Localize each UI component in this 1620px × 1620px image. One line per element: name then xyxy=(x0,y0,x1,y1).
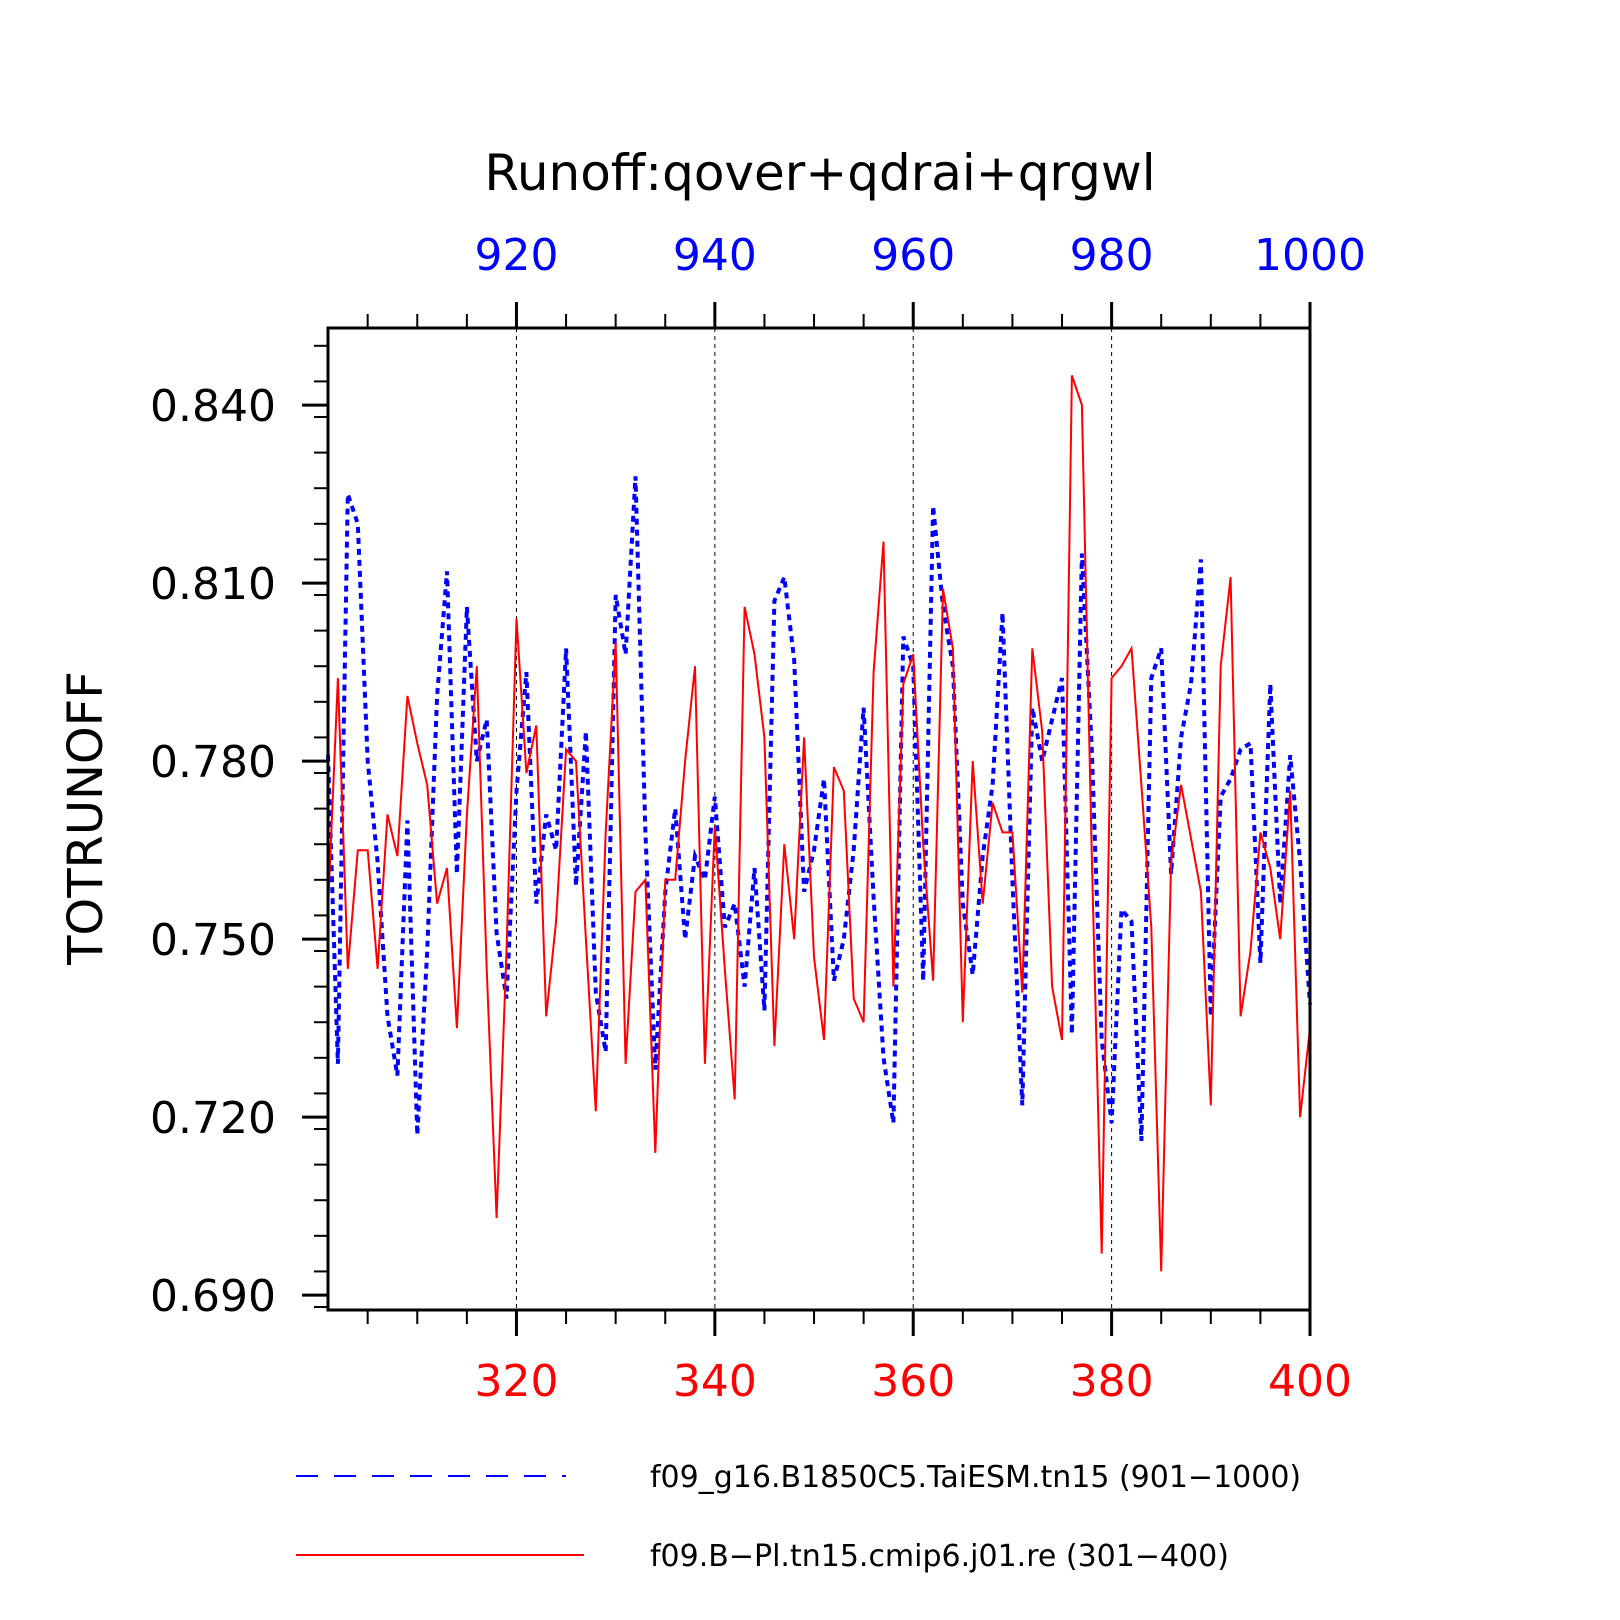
series-layer xyxy=(326,375,1312,1272)
y-tick-label: 0.690 xyxy=(150,1271,276,1322)
series-line-1 xyxy=(326,476,1312,1141)
x-bottom-tick-label: 340 xyxy=(673,1356,757,1407)
y-axis-ticks: 0.690 0.720 0.750 0.780 0.810 0.840 xyxy=(150,344,328,1322)
y-tick-label: 0.750 xyxy=(150,915,276,966)
legend: f09_g16.B1850C5.TaiESM.tn15 (901−1000) f… xyxy=(296,1460,1301,1574)
legend-label-series-1: f09_g16.B1850C5.TaiESM.tn15 (901−1000) xyxy=(650,1460,1301,1495)
x-axis-top-ticks: 920 940 960 980 1000 xyxy=(366,230,1366,328)
x-top-tick-label: 1000 xyxy=(1254,230,1366,281)
x-top-tick-label: 940 xyxy=(673,230,757,281)
x-bottom-tick-label: 380 xyxy=(1070,1356,1154,1407)
vertical-grid xyxy=(515,328,1113,1310)
y-tick-label: 0.810 xyxy=(150,559,276,610)
x-top-tick-label: 960 xyxy=(871,230,955,281)
y-axis-label: TOTRUNOFF xyxy=(58,671,114,966)
y-tick-label: 0.720 xyxy=(150,1093,276,1144)
x-top-tick-label: 920 xyxy=(474,230,558,281)
chart-title: Runoff:qover+qdrai+qrgwl xyxy=(484,144,1155,202)
x-bottom-tick-label: 320 xyxy=(474,1356,558,1407)
y-tick-label: 0.780 xyxy=(150,737,276,788)
legend-label-series-2: f09.B−Pl.tn15.cmip6.j01.re (301−400) xyxy=(650,1539,1229,1574)
x-bottom-tick-label: 400 xyxy=(1268,1356,1352,1407)
plot-frame xyxy=(326,326,1312,1312)
x-top-tick-label: 980 xyxy=(1070,230,1154,281)
x-bottom-tick-label: 360 xyxy=(871,1356,955,1407)
y-tick-label: 0.840 xyxy=(150,381,276,432)
x-axis-bottom-ticks: 320 340 360 380 400 xyxy=(366,1310,1352,1407)
series-line-2 xyxy=(327,375,1311,1272)
